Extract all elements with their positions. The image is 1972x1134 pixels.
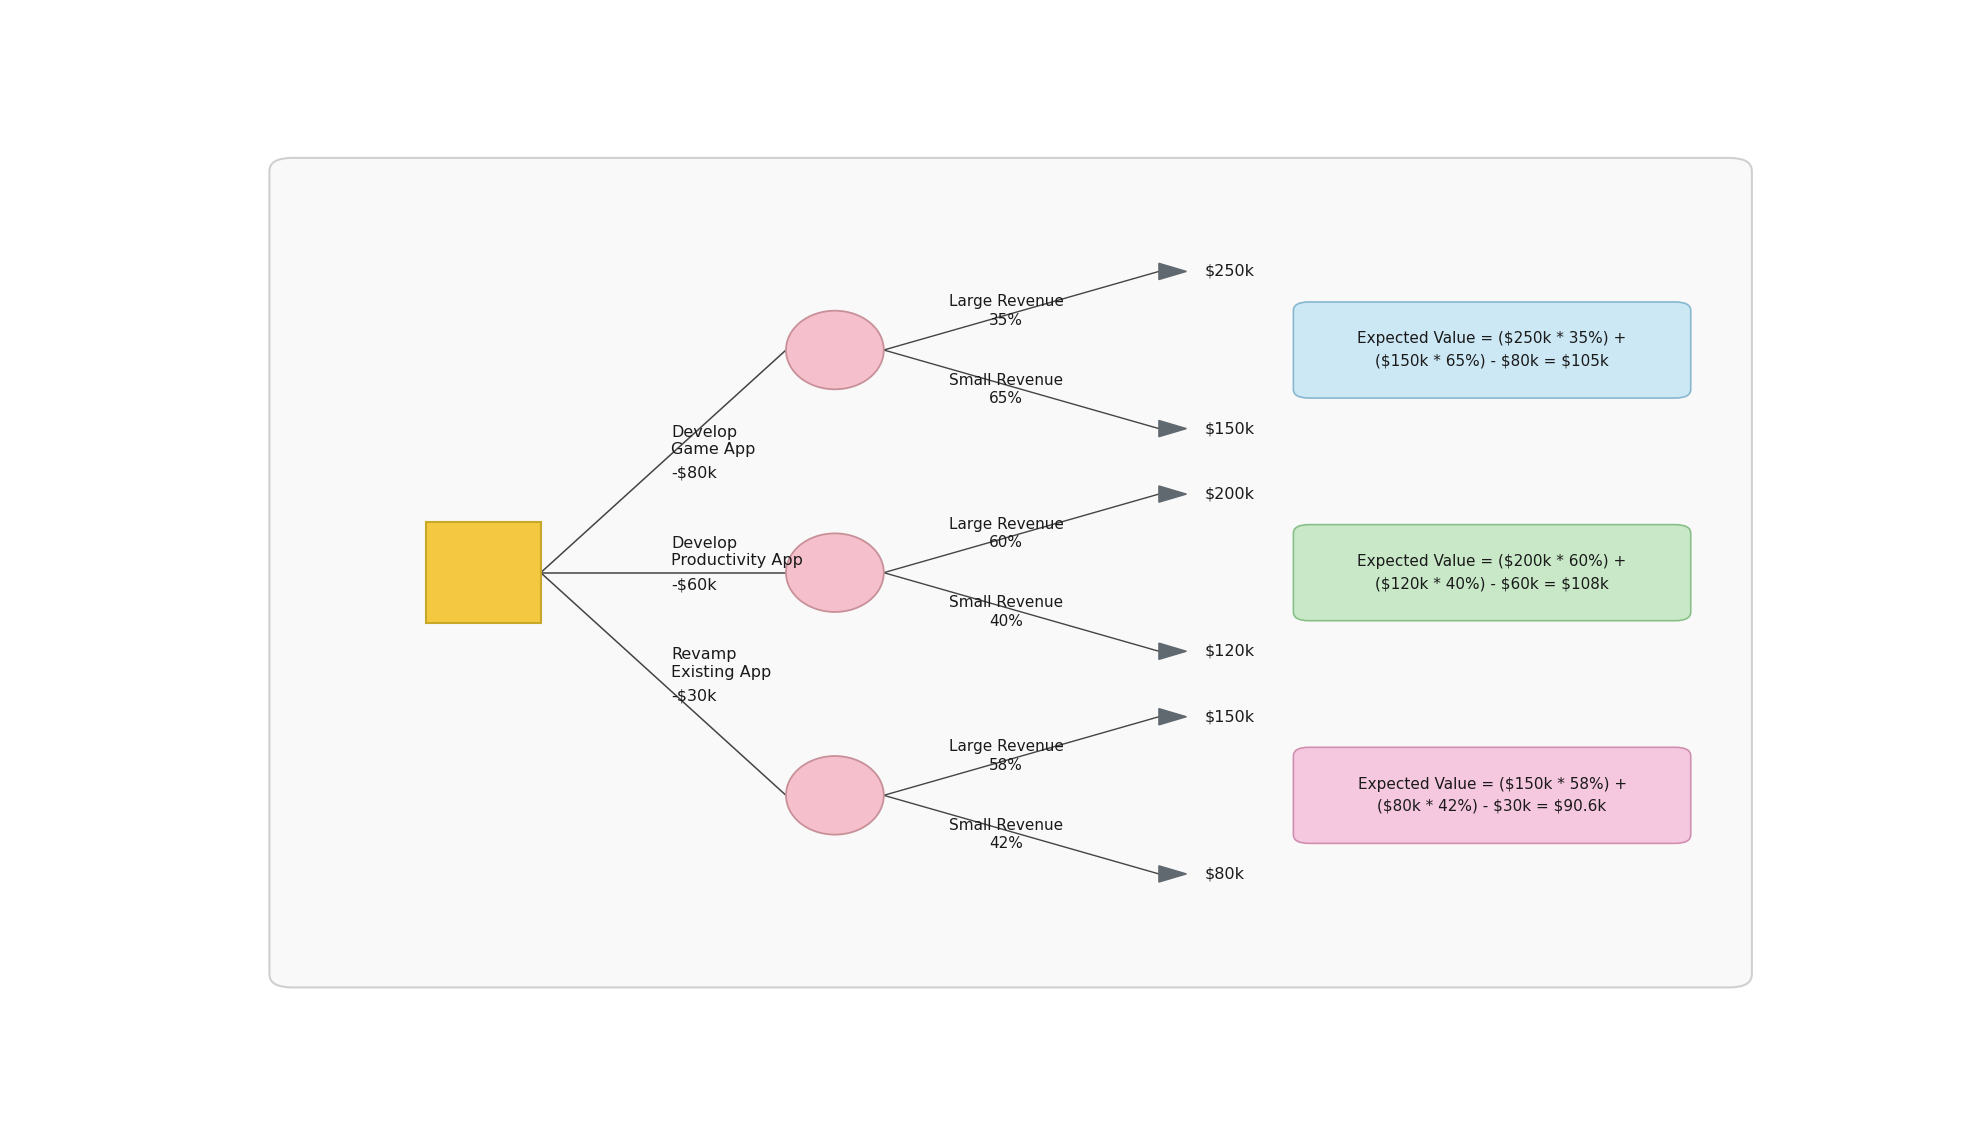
FancyBboxPatch shape (270, 158, 1751, 988)
Text: Large Revenue
58%: Large Revenue 58% (949, 739, 1063, 773)
Text: Revamp
Existing App: Revamp Existing App (670, 648, 771, 679)
FancyBboxPatch shape (1294, 302, 1690, 398)
Text: $80k: $80k (1205, 866, 1244, 881)
Polygon shape (1160, 421, 1187, 437)
Text: Small Revenue
40%: Small Revenue 40% (949, 595, 1063, 628)
Polygon shape (1160, 643, 1187, 659)
Text: $250k: $250k (1205, 264, 1254, 279)
Polygon shape (1160, 865, 1187, 882)
Text: -$80k: -$80k (670, 466, 716, 481)
Ellipse shape (787, 756, 883, 835)
Text: $200k: $200k (1205, 486, 1254, 501)
Text: Develop
Productivity App: Develop Productivity App (670, 536, 803, 568)
Text: Small Revenue
42%: Small Revenue 42% (949, 818, 1063, 852)
Text: $150k: $150k (1205, 709, 1254, 725)
Text: -$30k: -$30k (670, 688, 716, 703)
Text: Large Revenue
60%: Large Revenue 60% (949, 517, 1063, 550)
FancyBboxPatch shape (426, 523, 540, 623)
Ellipse shape (787, 311, 883, 389)
Ellipse shape (787, 533, 883, 612)
Text: Expected Value = ($250k * 35%) +
($150k * 65%) - $80k = $105k: Expected Value = ($250k * 35%) + ($150k … (1357, 331, 1627, 369)
FancyBboxPatch shape (1294, 525, 1690, 620)
Text: Large Revenue
35%: Large Revenue 35% (949, 294, 1063, 328)
FancyBboxPatch shape (1294, 747, 1690, 844)
Text: $120k: $120k (1205, 644, 1254, 659)
Text: Small Revenue
65%: Small Revenue 65% (949, 372, 1063, 406)
Text: Expected Value = ($150k * 58%) +
($80k * 42%) - $30k = $90.6k: Expected Value = ($150k * 58%) + ($80k *… (1357, 777, 1627, 814)
Text: Expected Value = ($200k * 60%) +
($120k * 40%) - $60k = $108k: Expected Value = ($200k * 60%) + ($120k … (1357, 555, 1627, 591)
Text: -$60k: -$60k (670, 577, 716, 592)
Text: $150k: $150k (1205, 421, 1254, 437)
Text: Develop
Game App: Develop Game App (670, 424, 755, 457)
Polygon shape (1160, 263, 1187, 280)
Polygon shape (1160, 486, 1187, 502)
Polygon shape (1160, 709, 1187, 725)
